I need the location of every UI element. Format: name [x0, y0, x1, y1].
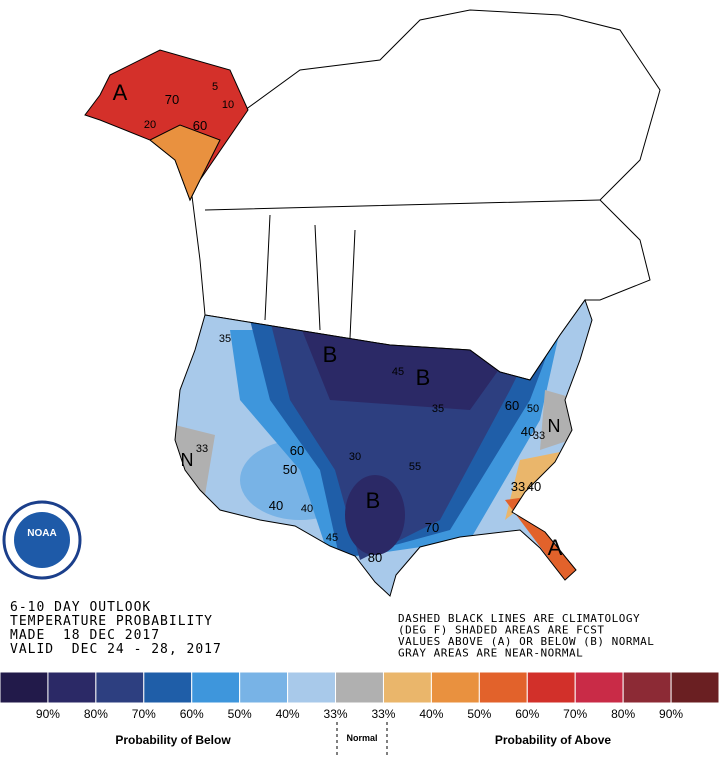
map-label: 60	[290, 443, 304, 458]
outlook-subtitle: TEMPERATURE PROBABILITY	[10, 614, 213, 629]
map-label: 40	[527, 479, 541, 494]
legend-label: 50%	[228, 707, 252, 721]
map-label: A	[113, 80, 128, 105]
map-label: 50	[283, 462, 297, 477]
map-label: 45	[392, 366, 404, 378]
legend-swatch	[287, 671, 337, 704]
legend-swatch	[143, 671, 193, 704]
map-label: 33	[196, 443, 208, 455]
made-date: MADE 18 DEC 2017	[10, 628, 160, 643]
legend-swatch	[670, 671, 719, 704]
legend-label: 40%	[419, 707, 443, 721]
map-label: 33	[511, 479, 525, 494]
alaska	[84, 49, 249, 202]
outlook-title: 6-10 DAY OUTLOOK	[10, 600, 151, 615]
legend-swatch	[574, 671, 624, 704]
note-line: GRAY AREAS ARE NEAR-NORMAL	[398, 647, 583, 660]
map-label: 60	[505, 398, 519, 413]
legend-label: 60%	[180, 707, 204, 721]
legend-label: 60%	[515, 707, 539, 721]
legend-swatch	[95, 671, 145, 704]
note-line: DASHED BLACK LINES ARE CLIMATOLOGY	[398, 612, 640, 625]
map-label: 20	[144, 119, 156, 131]
legend-swatch	[382, 671, 432, 704]
us-outline	[174, 298, 593, 597]
map-label: A	[548, 535, 563, 560]
noaa-logo: NOAA	[2, 500, 82, 580]
logo-text: NOAA	[27, 528, 56, 539]
map-label: 40	[521, 424, 535, 439]
legend-swatch	[430, 671, 480, 704]
note-line: VALUES ABOVE (A) OR BELOW (B) NORMAL	[398, 635, 654, 648]
legend-swatch	[335, 671, 384, 704]
valid-date: VALID DEC 24 - 28, 2017	[10, 642, 222, 657]
legend-swatch	[47, 671, 97, 704]
map-label: 70	[425, 520, 439, 535]
map-label: 60	[193, 118, 207, 133]
legend-label: 40%	[276, 707, 300, 721]
legend-label: 70%	[132, 707, 156, 721]
map-label: 40	[269, 498, 283, 513]
map-label: 10	[222, 99, 234, 111]
legend-below: Probability of Below	[115, 733, 231, 747]
map-label: 33	[533, 430, 545, 442]
legend-label: 50%	[467, 707, 491, 721]
legend-label: 90%	[659, 707, 683, 721]
map-label: 55	[409, 461, 421, 473]
legend-swatch	[478, 671, 528, 704]
map-label: 35	[219, 333, 231, 345]
legend-swatch	[622, 671, 672, 704]
map-label: 40	[301, 503, 313, 515]
legend-label: 33%	[371, 707, 395, 721]
map-label: B	[323, 342, 338, 367]
map-label: B	[366, 488, 381, 513]
map-label: 5	[212, 81, 218, 93]
legend-swatch	[191, 671, 241, 704]
map-label: 50	[527, 403, 539, 415]
note-line: (DEG F) SHADED AREAS ARE FCST	[398, 624, 605, 637]
legend-swatch	[239, 671, 289, 704]
legend-label: 90%	[36, 707, 60, 721]
legend-swatch	[0, 671, 49, 704]
legend-above: Probability of Above	[495, 733, 612, 747]
map-label: N	[548, 416, 561, 436]
legend-label: 80%	[84, 707, 108, 721]
map-label: 45	[326, 532, 338, 544]
legend-label: 80%	[611, 707, 635, 721]
map-label: N	[181, 450, 194, 470]
legend-label: 33%	[324, 707, 348, 721]
legend-normal: Normal	[346, 733, 377, 743]
map-label: 35	[432, 403, 444, 415]
legend-label: 70%	[563, 707, 587, 721]
legend-swatch	[526, 671, 576, 704]
map-label: 30	[349, 451, 361, 463]
map-label: B	[416, 365, 431, 390]
map-label: 80	[368, 550, 382, 565]
map-label: 70	[165, 92, 179, 107]
